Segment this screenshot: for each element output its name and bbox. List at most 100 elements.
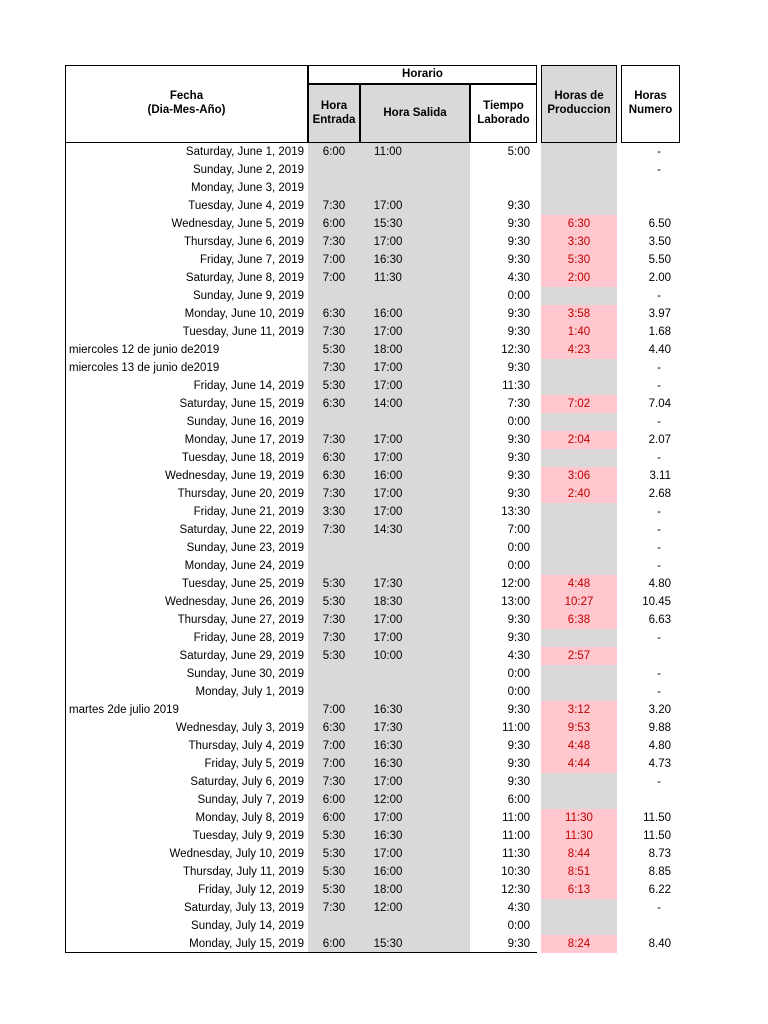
cell-hora-salida: 17:00 [360, 503, 470, 521]
cell-fecha: Friday, June 28, 2019 [65, 629, 308, 647]
cell-fecha: Sunday, July 14, 2019 [65, 917, 308, 935]
cell-horas-produccion: 10:27 [541, 593, 617, 611]
cell-hora-salida: 11:00 [360, 143, 470, 161]
table-row: Wednesday, June 19, 2019 6:30 16:00 9:30… [65, 467, 680, 485]
cell-hora-salida: 14:30 [360, 521, 470, 539]
cell-tiempo-laborado: 9:30 [507, 488, 530, 500]
cell-tiempo-laborado: 11:00 [502, 722, 530, 734]
cell-horas-numero: 6.22 [648, 884, 671, 896]
timesheet-page: Fecha (Dia-Mes-Año) Horario Hora Entrada… [65, 65, 680, 953]
table-row: Sunday, June 2, 2019 - [65, 161, 680, 179]
cell-hora-entrada [308, 179, 360, 197]
cell-hora-entrada: 5:30 [308, 827, 360, 845]
cell-fecha: Tuesday, June 25, 2019 [65, 575, 308, 593]
cell-tiempo-laborado: 9:30 [507, 236, 530, 248]
cell-horas-numero: - [657, 632, 661, 644]
cell-horas-numero: 2.00 [648, 272, 671, 284]
cell-horas-produccion: 11:30 [541, 827, 617, 845]
cell-horas-produccion [541, 413, 617, 431]
cell-hora-entrada: 5:30 [308, 845, 360, 863]
cell-tiempo-laborado: 0:00 [507, 560, 530, 572]
table-row: Wednesday, July 10, 2019 5:30 17:00 11:3… [65, 845, 680, 863]
cell-horas-numero: 2.07 [648, 434, 671, 446]
cell-horas-produccion: 7:02 [541, 395, 617, 413]
cell-horas-numero: 5.50 [648, 254, 671, 266]
cell-tiempo-laborado: 9:30 [507, 452, 530, 464]
cell-hora-entrada: 7:30 [308, 233, 360, 251]
cell-horas-numero: - [657, 524, 661, 536]
cell-hora-entrada: 7:30 [308, 521, 360, 539]
table-row: Saturday, July 13, 2019 7:30 12:00 4:30 … [65, 899, 680, 917]
cell-horas-produccion [541, 791, 617, 809]
cell-horas-numero [621, 647, 680, 665]
table-row: Saturday, June 15, 2019 6:30 14:00 7:30 … [65, 395, 680, 413]
cell-tiempo-laborado: 12:30 [501, 344, 530, 356]
cell-hora-entrada: 7:30 [308, 773, 360, 791]
table-row: Tuesday, June 25, 2019 5:30 17:30 12:00 … [65, 575, 680, 593]
cell-fecha: Saturday, July 6, 2019 [65, 773, 308, 791]
cell-fecha: Thursday, June 20, 2019 [65, 485, 308, 503]
cell-horas-produccion [541, 377, 617, 395]
cell-horas-numero: 2.68 [648, 488, 671, 500]
header-horas-numero: Horas Numero [621, 65, 680, 143]
cell-hora-salida: 17:00 [360, 809, 470, 827]
cell-horas-produccion [541, 521, 617, 539]
cell-hora-salida: 17:00 [360, 485, 470, 503]
cell-hora-entrada: 7:30 [308, 323, 360, 341]
cell-fecha: Friday, July 12, 2019 [65, 881, 308, 899]
table-row: Sunday, June 9, 2019 0:00 - [65, 287, 680, 305]
cell-horas-numero: - [657, 668, 661, 680]
table-row: Saturday, July 6, 2019 7:30 17:00 9:30 - [65, 773, 680, 791]
cell-hora-salida [360, 179, 470, 197]
cell-fecha: miercoles 12 de junio de2019 [65, 341, 308, 359]
cell-horas-produccion: 4:48 [541, 737, 617, 755]
cell-horas-numero: - [657, 146, 661, 158]
table-row: Saturday, June 29, 2019 5:30 10:00 4:30 … [65, 647, 680, 665]
cell-horas-numero: 4.40 [648, 344, 671, 356]
cell-tiempo-laborado: 0:00 [507, 668, 530, 680]
table-row: Wednesday, June 26, 2019 5:30 18:30 13:0… [65, 593, 680, 611]
cell-fecha: Tuesday, July 9, 2019 [65, 827, 308, 845]
cell-hora-salida: 17:00 [360, 611, 470, 629]
cell-hora-entrada: 6:00 [308, 809, 360, 827]
cell-tiempo-laborado: 9:30 [507, 362, 530, 374]
cell-hora-salida: 18:00 [360, 341, 470, 359]
cell-hora-salida [360, 683, 470, 701]
cell-tiempo-laborado: 9:30 [507, 740, 530, 752]
cell-horas-produccion: 4:23 [541, 341, 617, 359]
cell-tiempo-laborado: 11:00 [502, 812, 530, 824]
cell-tiempo-laborado: 7:00 [507, 524, 530, 536]
table-row: Tuesday, July 9, 2019 5:30 16:30 11:00 1… [65, 827, 680, 845]
cell-horas-numero: - [657, 686, 661, 698]
table-row: Saturday, June 22, 2019 7:30 14:30 7:00 … [65, 521, 680, 539]
cell-horas-produccion: 2:04 [541, 431, 617, 449]
cell-hora-salida: 17:00 [360, 431, 470, 449]
cell-fecha: Tuesday, June 4, 2019 [65, 197, 308, 215]
cell-tiempo-laborado: 0:00 [507, 416, 530, 428]
cell-hora-entrada: 5:30 [308, 341, 360, 359]
cell-tiempo-laborado: 0:00 [507, 542, 530, 554]
cell-hora-entrada: 6:00 [308, 215, 360, 233]
cell-horas-numero [621, 179, 680, 197]
cell-hora-entrada: 5:30 [308, 647, 360, 665]
cell-tiempo-laborado: 6:00 [507, 794, 530, 806]
cell-tiempo-laborado: 12:30 [501, 884, 530, 896]
cell-hora-salida: 17:00 [360, 773, 470, 791]
cell-tiempo-laborado: 7:30 [507, 398, 530, 410]
cell-hora-salida: 16:00 [360, 467, 470, 485]
table-row: Monday, June 24, 2019 0:00 - [65, 557, 680, 575]
cell-hora-salida [360, 539, 470, 557]
table-row: Thursday, June 6, 2019 7:30 17:00 9:30 3… [65, 233, 680, 251]
cell-tiempo-laborado: 9:30 [507, 254, 530, 266]
cell-fecha: Thursday, July 4, 2019 [65, 737, 308, 755]
cell-tiempo-laborado: 13:00 [501, 596, 530, 608]
cell-horas-numero: - [657, 506, 661, 518]
cell-fecha: Friday, July 5, 2019 [65, 755, 308, 773]
cell-horas-numero: 4.80 [648, 740, 671, 752]
table-row: Monday, July 15, 2019 6:00 15:30 9:30 8:… [65, 935, 680, 953]
cell-horas-produccion: 2:00 [541, 269, 617, 287]
cell-fecha: Monday, July 15, 2019 [65, 935, 308, 953]
cell-horas-produccion: 2:40 [541, 485, 617, 503]
cell-fecha: Tuesday, June 18, 2019 [65, 449, 308, 467]
cell-horas-numero: - [657, 416, 661, 428]
